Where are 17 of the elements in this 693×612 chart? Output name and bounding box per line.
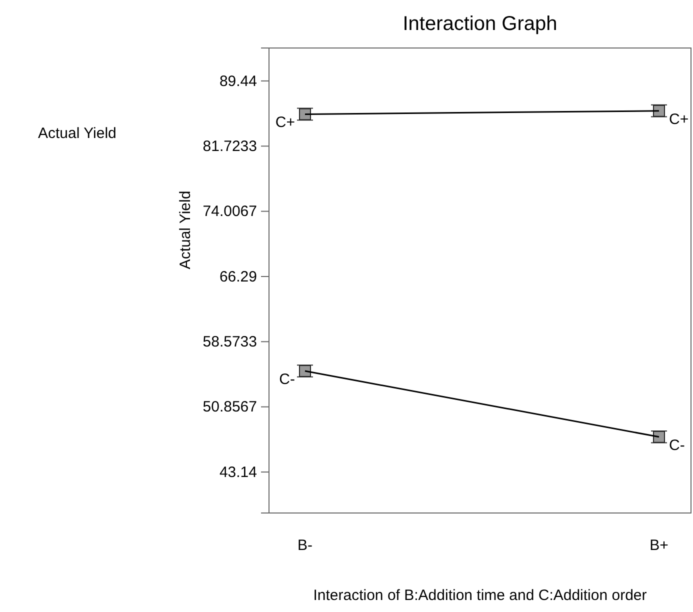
- text: Actual Yield: [38, 125, 116, 142]
- text: C+: [669, 110, 689, 128]
- x-axis-title: Interaction of B:Addition time and C:Addition order: [313, 587, 647, 604]
- x-tick-label: B-: [298, 537, 313, 554]
- text: C-: [669, 436, 685, 454]
- series-label: C-: [279, 371, 296, 388]
- y-tick-label: 89.44: [219, 72, 257, 90]
- series-label: C+: [275, 114, 296, 132]
- y-tick-label: 43.14: [219, 464, 257, 481]
- y-tick-label: 58.5733: [202, 333, 257, 350]
- y-axis-title: Actual Yield: [177, 190, 194, 270]
- y-tick-label: 74.0067: [202, 203, 257, 220]
- y-tick-label: 50.8567: [202, 398, 257, 416]
- y-tick-label: 81.7233: [202, 138, 257, 155]
- chart-title: Interaction Graph: [402, 13, 558, 35]
- y-tick-label: 66.29: [219, 268, 257, 286]
- x-tick-label: B+: [650, 537, 669, 554]
